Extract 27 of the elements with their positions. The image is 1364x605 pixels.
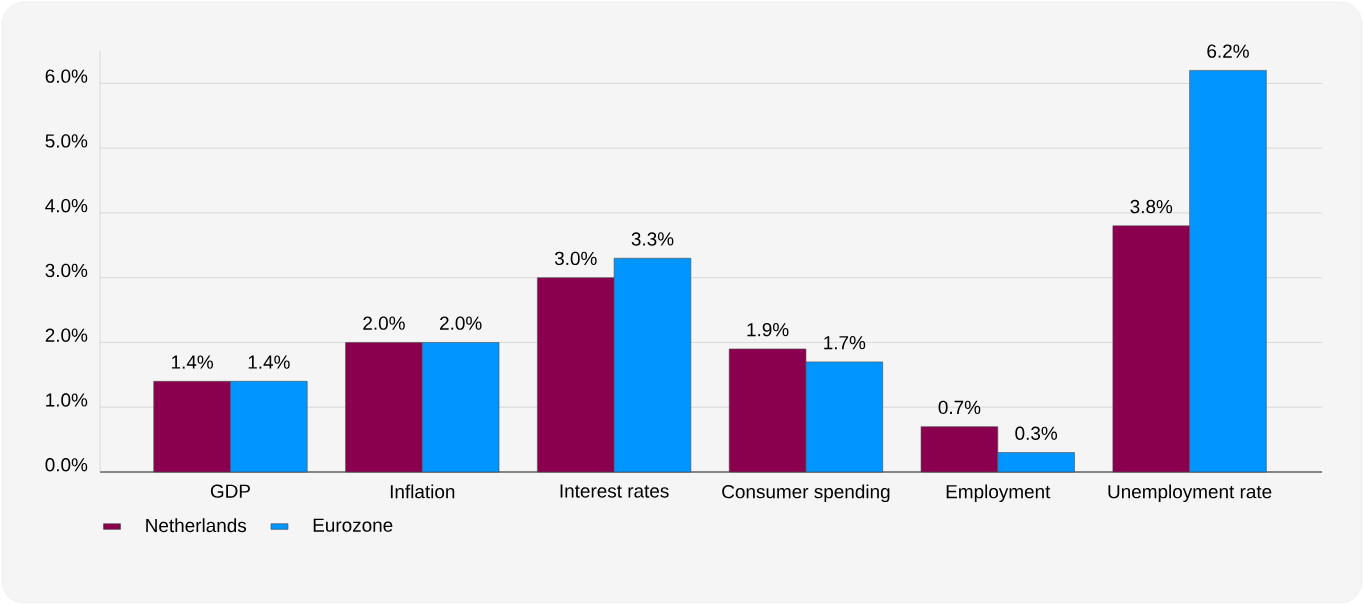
y-tick-label: 1.0% [46,393,88,407]
data-label: 3.3% [631,232,674,246]
data-label: 1.7% [824,336,866,350]
legend-label: Eurozone [313,518,393,532]
x-tick-label: Inflation [390,484,455,499]
data-label: 2.0% [440,316,482,330]
y-tick-label: 6.0% [45,69,88,83]
data-label: 6.2% [1207,44,1249,58]
x-tick-label: Unemployment rate [1108,484,1272,503]
y-tick-label: 3.0% [45,263,88,278]
y-tick-label: 5.0% [45,134,88,148]
x-tick-label: Employment [946,484,1051,503]
y-tick-label: 0.0% [45,458,88,472]
data-label: 3.8% [1130,199,1173,214]
y-tick-label: 4.0% [45,198,88,213]
data-label: 1.4% [171,355,213,369]
y-tick-label: 2.0% [45,328,88,342]
x-tick-label: Consumer spending [722,484,890,503]
data-label: 0.3% [1015,426,1058,440]
x-tick-label: GDP [210,484,250,498]
data-label: 1.4% [248,355,290,369]
x-tick-label: Interest rates [560,484,669,498]
data-label: 1.9% [747,322,789,337]
data-label: 0.7% [938,400,981,415]
data-label: 3.0% [554,251,597,266]
legend-label: Netherlands [146,518,247,533]
data-label: 2.0% [363,316,405,330]
